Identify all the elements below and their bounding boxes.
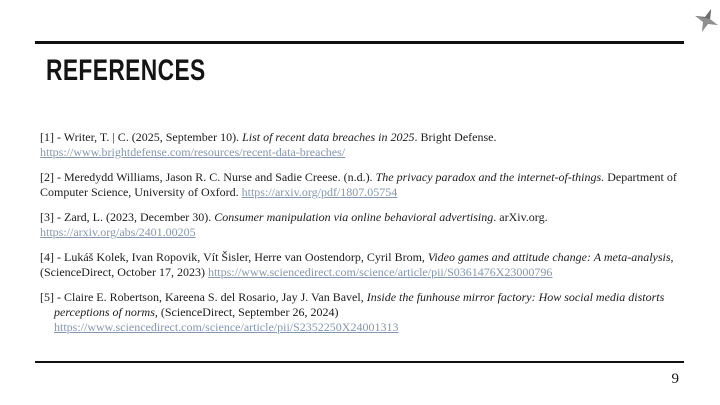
reference-text: (ScienceDirect, September 26, 2024) xyxy=(157,305,339,319)
reference-text: [4] - Lukáš Kolek, Ivan Ropovik, Vít Šis… xyxy=(40,250,428,264)
reference-item: [1] - Writer, T. | C. (2025, September 1… xyxy=(40,130,684,160)
reference-text: [5] - Claire E. Robertson, Kareena S. de… xyxy=(40,290,367,304)
reference-work-title: Video games and attitude change: A meta-… xyxy=(427,250,671,264)
reference-text: [1] - Writer, T. | C. (2025, September 1… xyxy=(40,130,243,144)
reference-text: . arXiv.org. xyxy=(493,210,548,224)
reference-text: Department of Computer Science, Universi… xyxy=(40,170,677,199)
reference-item: [5] - Claire E. Robertson, Kareena S. de… xyxy=(40,290,684,335)
reference-link[interactable]: https://www.brightdefense.com/resources/… xyxy=(40,145,346,159)
reference-work-title: The privacy paradox and the internet-of-… xyxy=(375,170,605,184)
reference-text: [2] - Meredydd Williams, Jason R. C. Nur… xyxy=(40,170,376,184)
bottom-divider-rule xyxy=(35,361,684,363)
four-pointed-star-icon xyxy=(693,7,720,34)
reference-link[interactable]: https://arxiv.org/abs/2401.00205 xyxy=(40,225,196,239)
reference-item: [2] - Meredydd Williams, Jason R. C. Nur… xyxy=(40,170,684,200)
top-divider-rule xyxy=(35,41,684,44)
reference-link[interactable]: https://www.sciencedirect.com/science/ar… xyxy=(54,320,399,334)
reference-work-title: Consumer manipulation via online behavio… xyxy=(214,210,494,224)
reference-text: , (ScienceDirect, October 17, 2023) xyxy=(40,250,674,279)
reference-work-title: Inside the funhouse mirror factory: How … xyxy=(54,290,665,319)
reference-item: [3] - Zard, L. (2023, December 30). Cons… xyxy=(40,210,684,240)
reference-work-title: List of recent data breaches in 2025 xyxy=(242,130,415,144)
reference-link[interactable]: https://arxiv.org/pdf/1807.05754 xyxy=(241,185,398,199)
page-title: REFERENCES xyxy=(46,54,206,87)
reference-link[interactable]: https://www.sciencedirect.com/science/ar… xyxy=(207,265,553,279)
references-list: [1] - Writer, T. | C. (2025, September 1… xyxy=(40,130,684,345)
reference-item: [4] - Lukáš Kolek, Ivan Ropovik, Vít Šis… xyxy=(40,250,684,280)
reference-text: . Bright Defense. xyxy=(414,130,497,144)
page-number: 9 xyxy=(671,371,680,387)
reference-text: [3] - Zard, L. (2023, December 30). xyxy=(40,210,215,224)
